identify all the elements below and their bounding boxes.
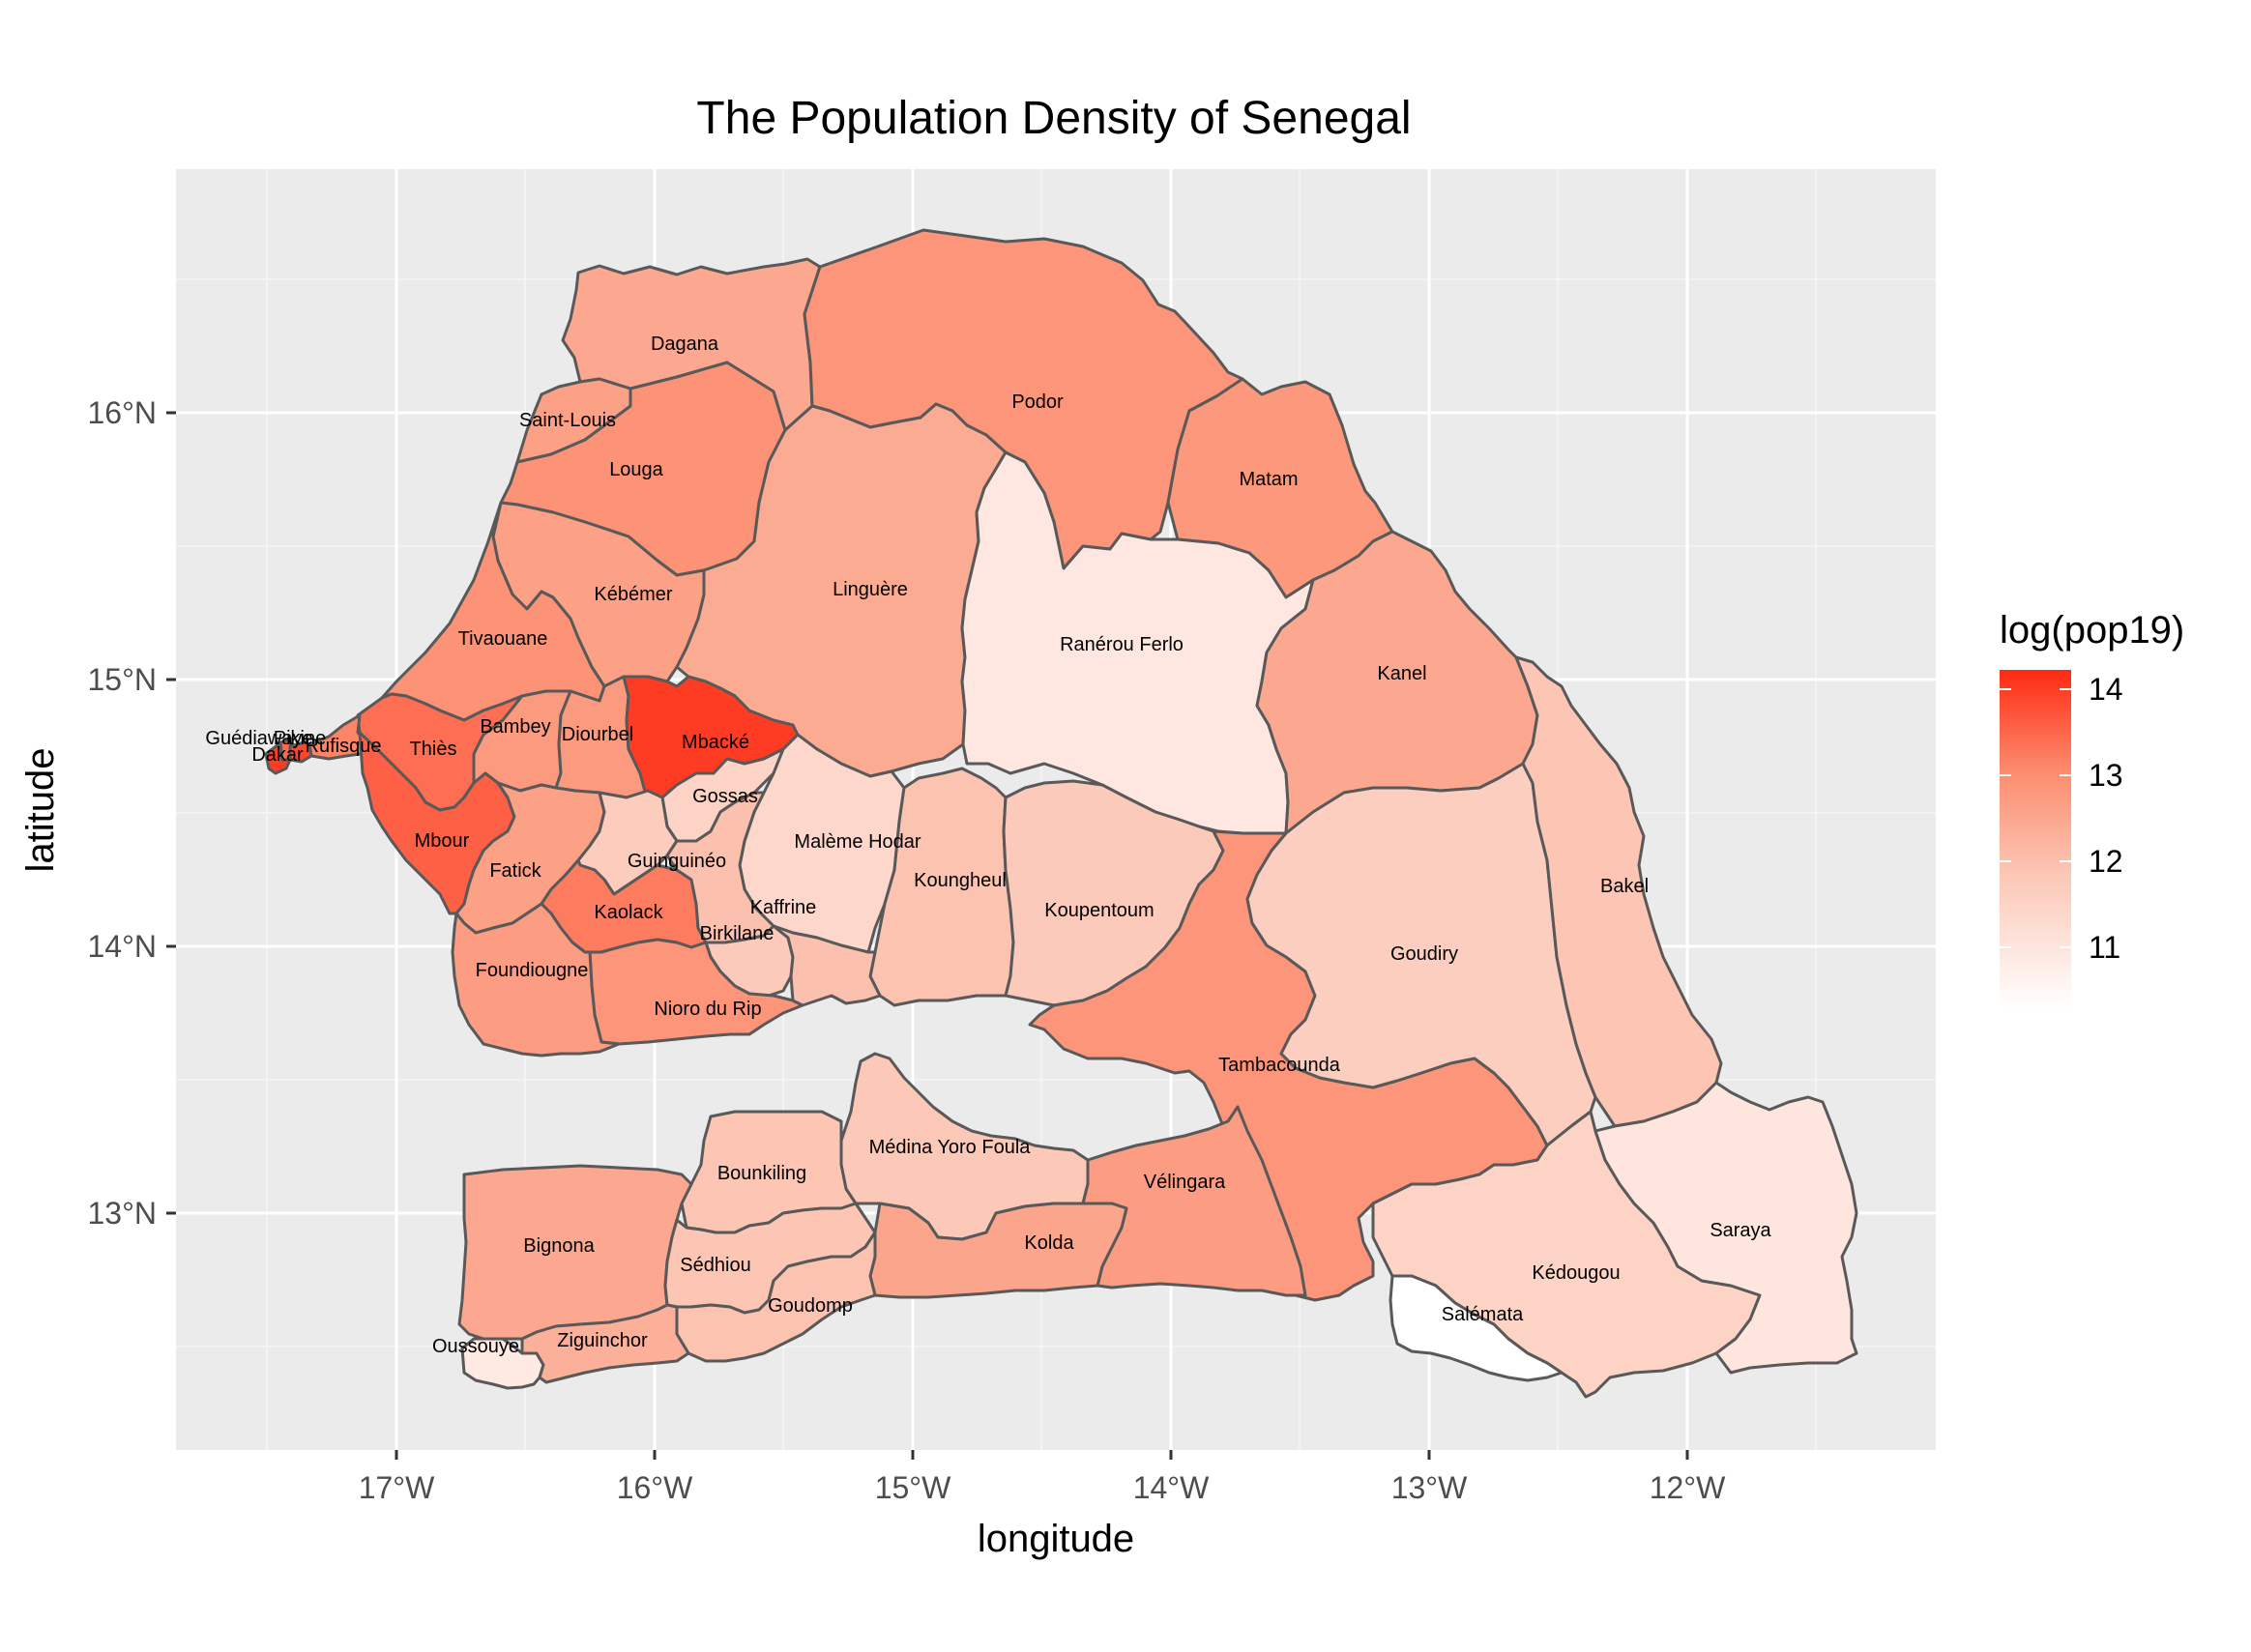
axis-tick-marks xyxy=(166,411,1689,1460)
label-diourbel: Diourbel xyxy=(562,724,633,745)
label-matam: Matam xyxy=(1239,469,1298,490)
region-saraya[interactable] xyxy=(1593,1081,1858,1375)
label-ranerou-ferlo: Ranérou Ferlo xyxy=(1060,634,1184,655)
region-foundiougne[interactable] xyxy=(451,902,621,1058)
label-kanel: Kanel xyxy=(1377,663,1426,684)
label-guediawaye: Guédiawaye xyxy=(205,728,312,749)
label-mbour: Mbour xyxy=(415,830,470,852)
label-fatick: Fatick xyxy=(489,860,541,882)
label-bounkiling: Bounkiling xyxy=(717,1163,806,1184)
label-birkilane: Birkilane xyxy=(700,923,775,944)
label-kolda: Kolda xyxy=(1024,1232,1074,1254)
x-axis-title: longitude xyxy=(978,1518,1134,1560)
region-kaffrine-east[interactable] xyxy=(772,924,882,1007)
label-koupentoum: Koupentoum xyxy=(1044,900,1154,921)
region-kolda[interactable] xyxy=(868,1202,1128,1299)
label-tambacounda: Tambacounda xyxy=(1218,1055,1341,1076)
label-pikine: Pikine xyxy=(274,728,326,749)
label-rufisque: Rufisque xyxy=(306,736,382,757)
region-bakel[interactable] xyxy=(1514,655,1723,1128)
y-tick-label: 13°N xyxy=(88,1196,158,1231)
y-axis-title: latitude xyxy=(19,748,62,873)
department-labels: Dagana Podor Saint-Louis Louga Matam Linguère… xyxy=(205,333,1771,1357)
label-guinguineo: Guinguinéo xyxy=(628,851,726,872)
label-bignona: Bignona xyxy=(523,1235,595,1257)
label-salemata: Salémata xyxy=(1442,1304,1524,1325)
y-tick-label: 14°N xyxy=(88,929,158,964)
label-kebemer: Kébémer xyxy=(594,584,672,605)
label-thies: Thiès xyxy=(410,739,457,760)
label-koungheul: Koungheul xyxy=(914,870,1007,891)
label-kedougou: Kédougou xyxy=(1532,1262,1620,1284)
label-bambey: Bambey xyxy=(480,716,550,738)
label-saint-louis: Saint-Louis xyxy=(519,410,616,431)
label-linguere: Linguère xyxy=(833,579,908,600)
label-dagana: Dagana xyxy=(651,333,719,355)
label-gossas: Gossas xyxy=(692,786,758,807)
legend-tick-label: 12 xyxy=(2089,844,2123,879)
label-louga: Louga xyxy=(609,459,663,480)
y-tick-label: 16°N xyxy=(88,395,158,430)
legend-tick-label: 14 xyxy=(2089,672,2123,707)
departments-layer xyxy=(264,228,1858,1399)
label-foundiougne: Foundiougne xyxy=(476,960,589,981)
x-tick-label: 15°W xyxy=(875,1470,951,1505)
label-tivaouane: Tivaouane xyxy=(458,628,548,650)
x-tick-labels: 17°W 16°W 15°W 14°W 13°W 12°W xyxy=(359,1470,1726,1505)
chart-title: The Population Density of Senegal xyxy=(696,93,1411,144)
x-tick-label: 17°W xyxy=(359,1470,435,1505)
region-ziguinchor[interactable] xyxy=(520,1303,690,1384)
legend-title: log(pop19) xyxy=(2000,609,2184,652)
label-sedhiou: Sédhiou xyxy=(680,1255,750,1276)
legend-tick-label: 11 xyxy=(2089,930,2120,965)
region-kaffrine[interactable] xyxy=(665,791,775,944)
label-velingara: Vélingara xyxy=(1144,1172,1226,1193)
region-goudomp[interactable] xyxy=(675,1231,877,1363)
label-saraya: Saraya xyxy=(1710,1220,1771,1241)
label-goudomp: Goudomp xyxy=(768,1295,853,1317)
label-mbacke: Mbacké xyxy=(682,732,749,753)
label-ziguinchor: Ziguinchor xyxy=(557,1330,648,1351)
label-medina-yoro-foula: Médina Yoro Foula xyxy=(869,1137,1032,1158)
x-tick-label: 14°W xyxy=(1133,1470,1210,1505)
legend-colorbar xyxy=(2000,670,2071,1008)
region-goudiry[interactable] xyxy=(1245,762,1597,1147)
label-podor: Podor xyxy=(1011,391,1064,413)
legend-tick-labels: 14 13 12 11 xyxy=(2089,672,2123,965)
y-tick-labels: 16°N 15°N 14°N 13°N xyxy=(88,395,158,1231)
label-kaolack: Kaolack xyxy=(594,902,663,923)
x-tick-label: 13°W xyxy=(1391,1470,1468,1505)
label-kaffrine: Kaffrine xyxy=(750,897,817,918)
legend-tick-label: 13 xyxy=(2089,758,2123,793)
label-maleme-hodar: Malème Hodar xyxy=(794,831,921,853)
label-bakel: Bakel xyxy=(1600,876,1649,897)
label-oussouye: Oussouye xyxy=(432,1336,519,1357)
region-salemata[interactable] xyxy=(1389,1274,1564,1382)
label-goudiry: Goudiry xyxy=(1390,943,1458,965)
label-dakar: Dakar xyxy=(251,744,304,766)
y-tick-label: 15°N xyxy=(88,662,158,697)
x-tick-label: 12°W xyxy=(1650,1470,1726,1505)
region-dakar[interactable] xyxy=(264,742,292,775)
legend-tick-marks xyxy=(2000,688,2071,948)
legend: log(pop19) 14 13 12 11 xyxy=(2000,609,2184,1008)
x-tick-label: 16°W xyxy=(617,1470,693,1505)
label-nioro-du-rip: Nioro du Rip xyxy=(654,999,761,1020)
